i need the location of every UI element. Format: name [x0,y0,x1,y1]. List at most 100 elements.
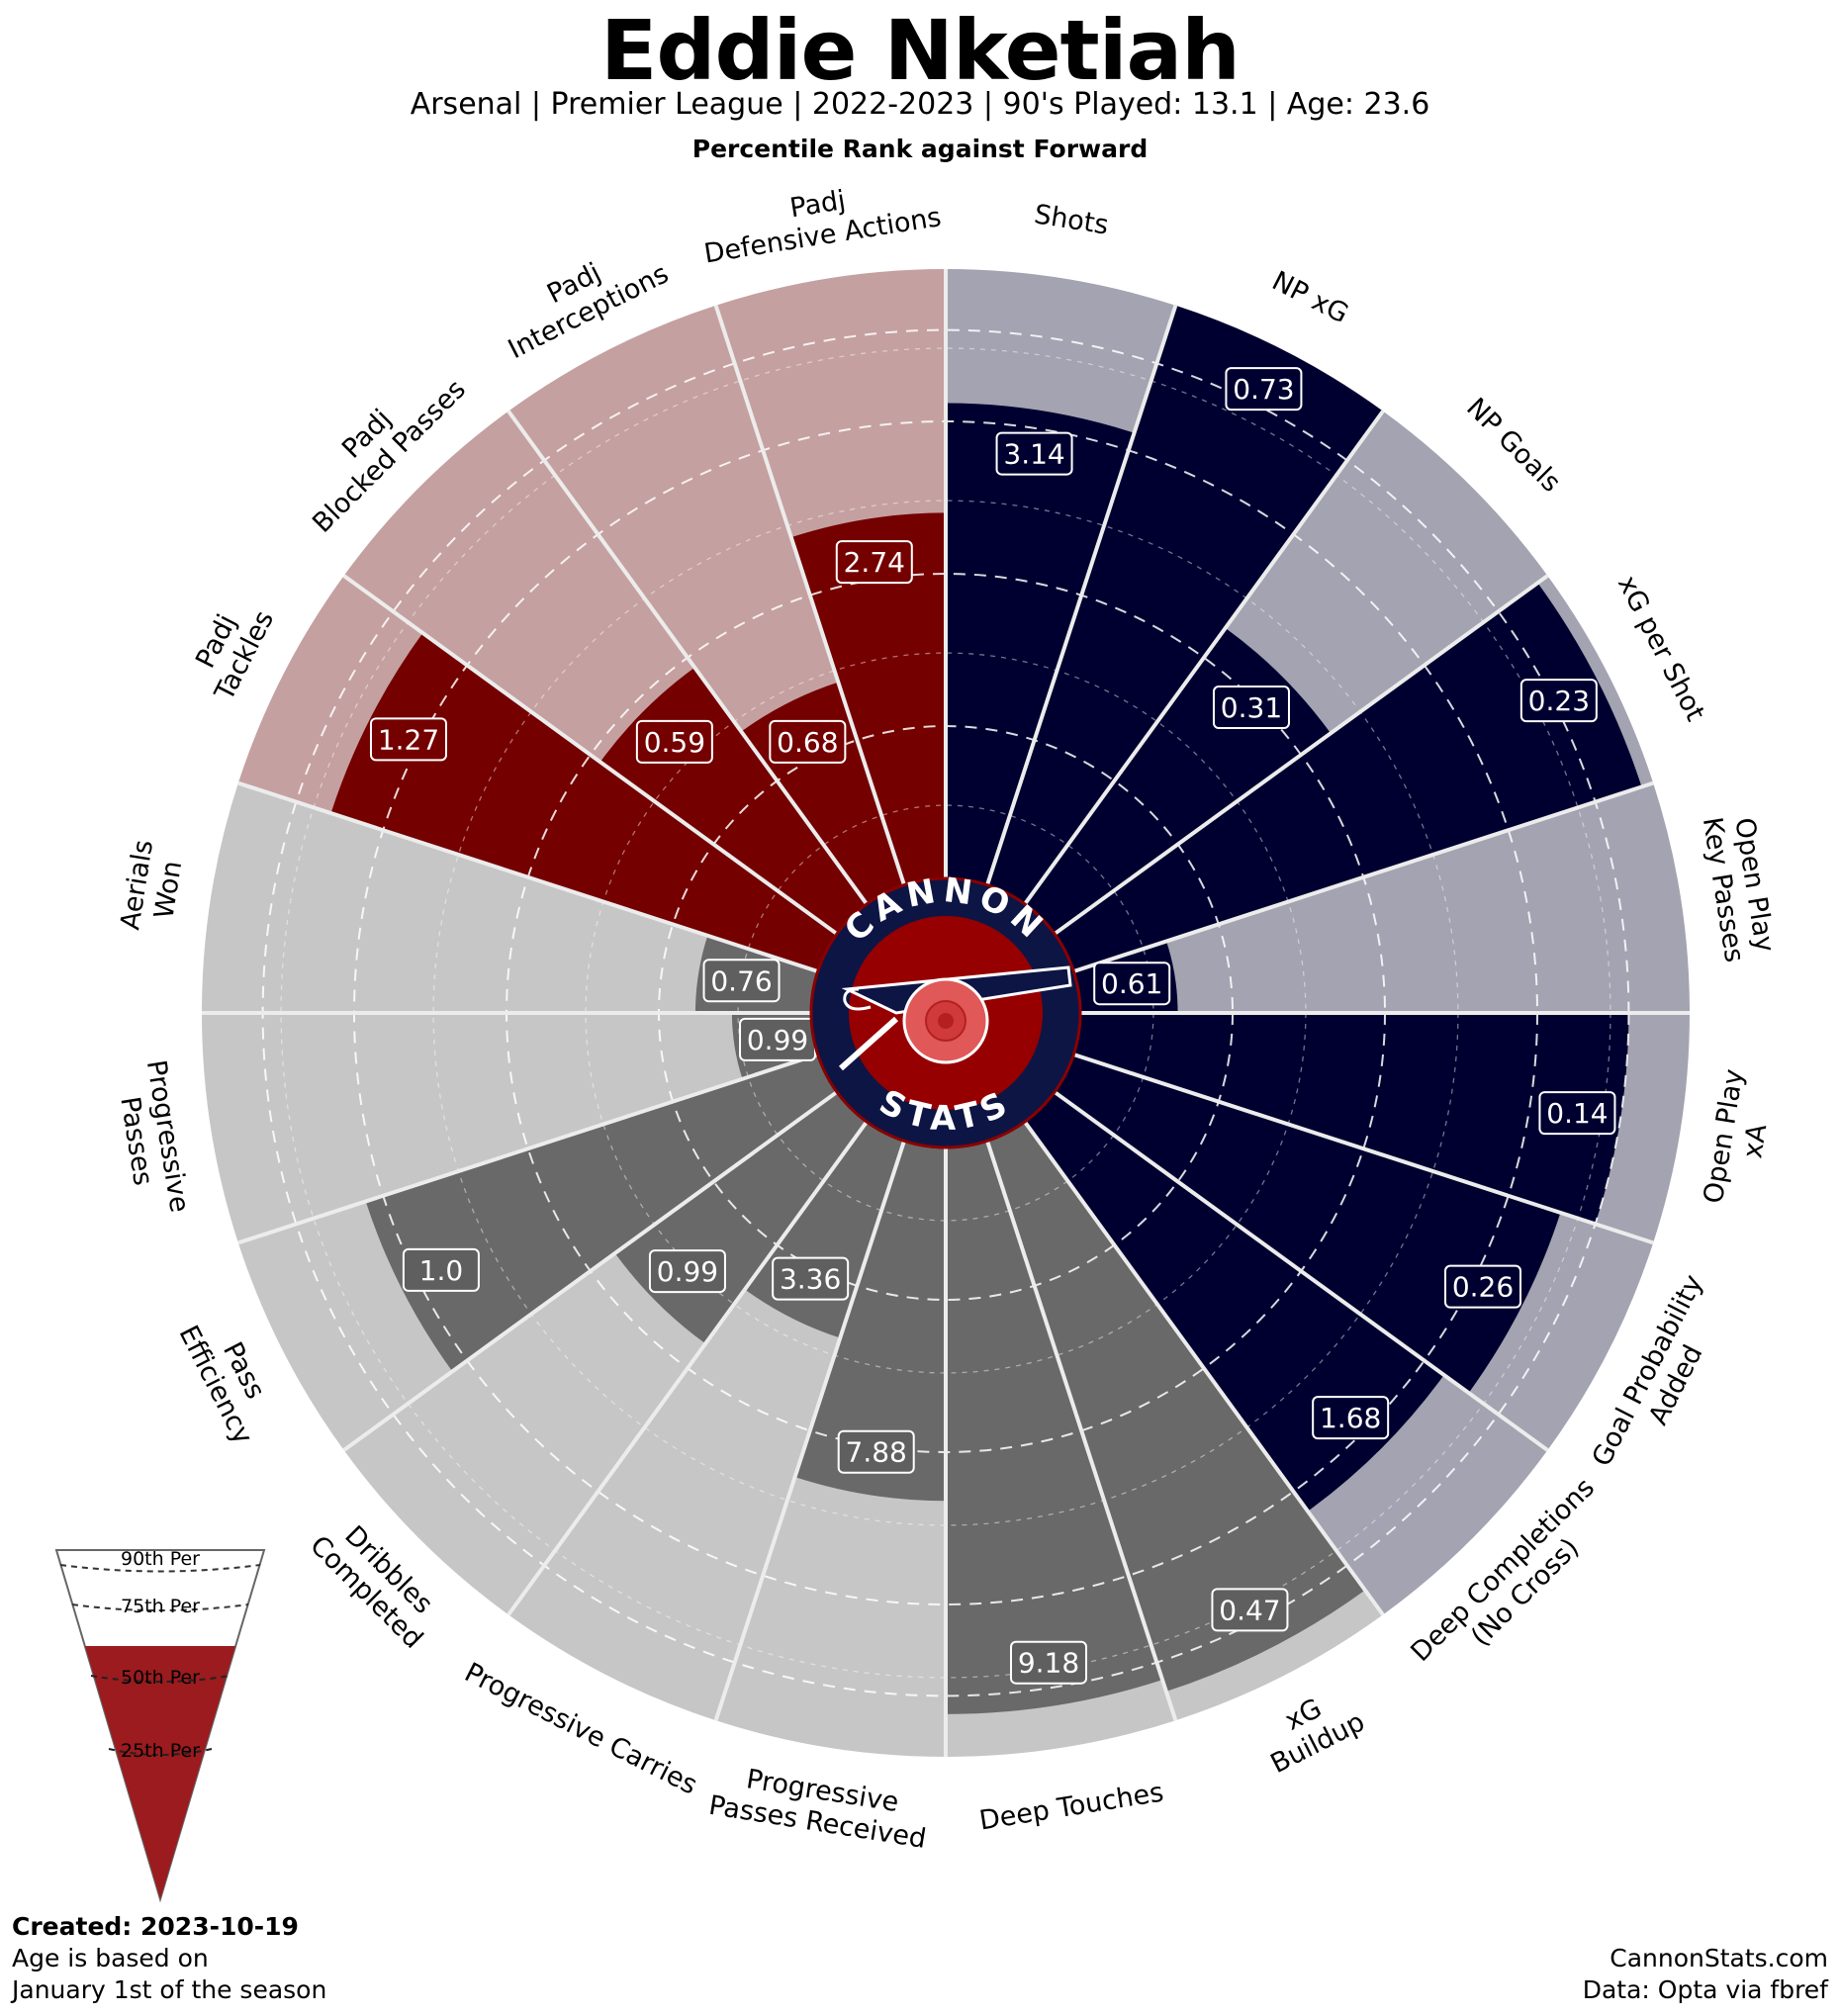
value-text-goal-probability-added: 0.26 [1452,1271,1514,1304]
bar-shots [946,403,1135,885]
value-label-xg-per-shot: 0.23 [1519,679,1598,723]
metric-label-np-goals: NP Goals [1460,393,1566,499]
bar-xg-per-shot [1055,583,1642,971]
value-label-padj-blocked-passes: 0.59 [635,719,713,764]
wedge-divider [506,1120,869,1616]
value-label-aerials-won: 0.76 [702,959,781,1003]
value-badge-pass-efficiency [402,1247,480,1292]
value-text-open-play-key-passes: 0.61 [1101,967,1162,1000]
bar-xg-buildup [987,1122,1365,1692]
value-labels: 3.14 0.73 0.31 0.23 0.61 0.14 0.26 1.68 0.47 9.18… [369,367,1616,1685]
value-badge-padj-blocked-passes [635,719,713,764]
footer-right: CannonStats.com Data: Opta via fbref [1583,1943,1828,2006]
metric-label-xg-buildup: xGBuildup [1251,1679,1370,1780]
player-info-subtitle: Arsenal | Premier League | 2022-2023 | 9… [410,87,1430,122]
value-badge-progressive-passes-received [837,1429,915,1474]
wedge-divider [985,305,1178,886]
metric-label-xg-per-shot: xG per Shot [1611,571,1710,726]
legend-label-75: 75th Per [121,1596,200,1617]
bar-deep-touches [946,1141,1163,1714]
value-badge-np-goals [1212,686,1290,730]
cannon-icon [839,965,1072,1071]
legend-label-50: 50th Per [121,1667,200,1689]
value-badge-goal-probability-added [1444,1264,1522,1309]
bar-progressive-passes-received [794,1141,946,1502]
metric-label-padj-defensive-actions: PadjDefensive Actions [697,170,944,269]
data-source: Data: Opta via fbref [1582,1975,1828,2004]
value-label-np-xg: 0.73 [1225,367,1303,412]
value-label-deep-touches: 9.18 [1010,1640,1088,1685]
value-text-deep-touches: 9.18 [1018,1647,1079,1680]
legend-label-90: 90th Per [121,1548,200,1570]
value-badge-progressive-carries [772,1256,850,1301]
bar-open-play-xa [1073,1013,1629,1225]
wedge-divider [342,574,839,936]
wedge-divider [342,1090,839,1452]
percentile-legend: 90th Per 75th Per 50th Per 25th Per [54,1548,266,1903]
value-text-progressive-passes-received: 7.88 [846,1436,907,1469]
value-label-padj-tackles: 1.27 [369,717,447,762]
created-date: Created: 2023-10-19 [12,1912,299,1941]
metric-label-line: NP xG [1267,266,1353,330]
value-badge-deep-completions-no-cross [1312,1396,1390,1440]
value-label-padj-defensive-actions: 2.74 [835,540,913,585]
wedge-divider [1072,780,1654,973]
metric-label-padj-tackles: PadjTackles [180,592,280,706]
value-text-xg-per-shot: 0.23 [1528,685,1590,717]
value-text-shots: 3.14 [1003,438,1064,471]
bar-np-xg [987,305,1384,904]
wedge-divider [985,1140,1178,1721]
footer-left: Created: 2023-10-19 Age is based on Janu… [12,1911,326,2006]
wedge-divider [506,410,869,906]
value-text-deep-completions-no-cross: 1.68 [1320,1402,1381,1434]
value-text-np-xg: 0.73 [1233,373,1294,406]
background-wedge-open-play-key-passes [1073,782,1690,1013]
metric-label-progressive-passes-received: ProgressivePasses Received [706,1759,933,1855]
value-label-goal-probability-added: 0.26 [1444,1264,1522,1309]
wedge-divider [1072,1053,1654,1245]
value-label-progressive-passes-received: 7.88 [837,1429,915,1474]
bar-pass-efficiency [365,1054,837,1372]
value-text-progressive-carries: 3.36 [780,1263,841,1296]
metric-label-line: xA [1737,1122,1773,1160]
value-badge-padj-interceptions [769,719,847,764]
wedge-divider [1023,410,1385,906]
wedge-divider [713,1140,906,1721]
legend-ring-75 [71,1604,249,1611]
bar-padj-defensive-actions [790,512,946,885]
value-label-padj-interceptions: 0.68 [769,719,847,764]
value-text-open-play-xa: 0.14 [1546,1097,1608,1130]
value-label-xg-buildup: 0.47 [1211,1588,1289,1632]
value-badge-deep-touches [1010,1640,1088,1685]
legend-ring-50 [90,1675,230,1683]
value-label-open-play-key-passes: 0.61 [1093,962,1171,1006]
value-label-np-goals: 0.31 [1212,686,1290,730]
metric-label-aerials-won: AerialsWon [115,838,191,937]
bar-padj-tackles [330,632,837,971]
age-note-line2: January 1st of the season [12,1975,327,2004]
value-badge-shots [995,431,1073,476]
value-text-padj-tackles: 1.27 [378,723,439,756]
wedge-divider [237,780,819,973]
value-text-padj-defensive-actions: 2.74 [844,546,905,579]
value-badge-padj-tackles [369,717,447,762]
age-note-line1: Age is based on [12,1944,209,1972]
cannonstats-logo: CANNON STATS [809,871,1082,1149]
value-badge-dribbles-completed [648,1249,726,1294]
value-text-padj-blocked-passes: 0.59 [644,726,705,759]
value-label-progressive-carries: 3.36 [772,1256,850,1301]
value-badge-xg-per-shot [1519,679,1598,723]
value-text-padj-interceptions: 0.68 [777,726,838,759]
percentile-rank-caption: Percentile Rank against Forward [691,135,1149,163]
value-text-xg-buildup: 0.47 [1219,1594,1280,1626]
value-bars [330,305,1642,1714]
value-badge-xg-buildup [1211,1588,1289,1632]
wedge-divider [237,1053,819,1245]
value-label-deep-completions-no-cross: 1.68 [1312,1396,1390,1440]
wedge-dividers [202,269,1690,1757]
metric-label-line: NP Goals [1460,393,1566,499]
legend-ring-25 [108,1748,213,1756]
value-label-dribbles-completed: 0.99 [648,1249,726,1294]
wedge-divider [713,305,906,886]
